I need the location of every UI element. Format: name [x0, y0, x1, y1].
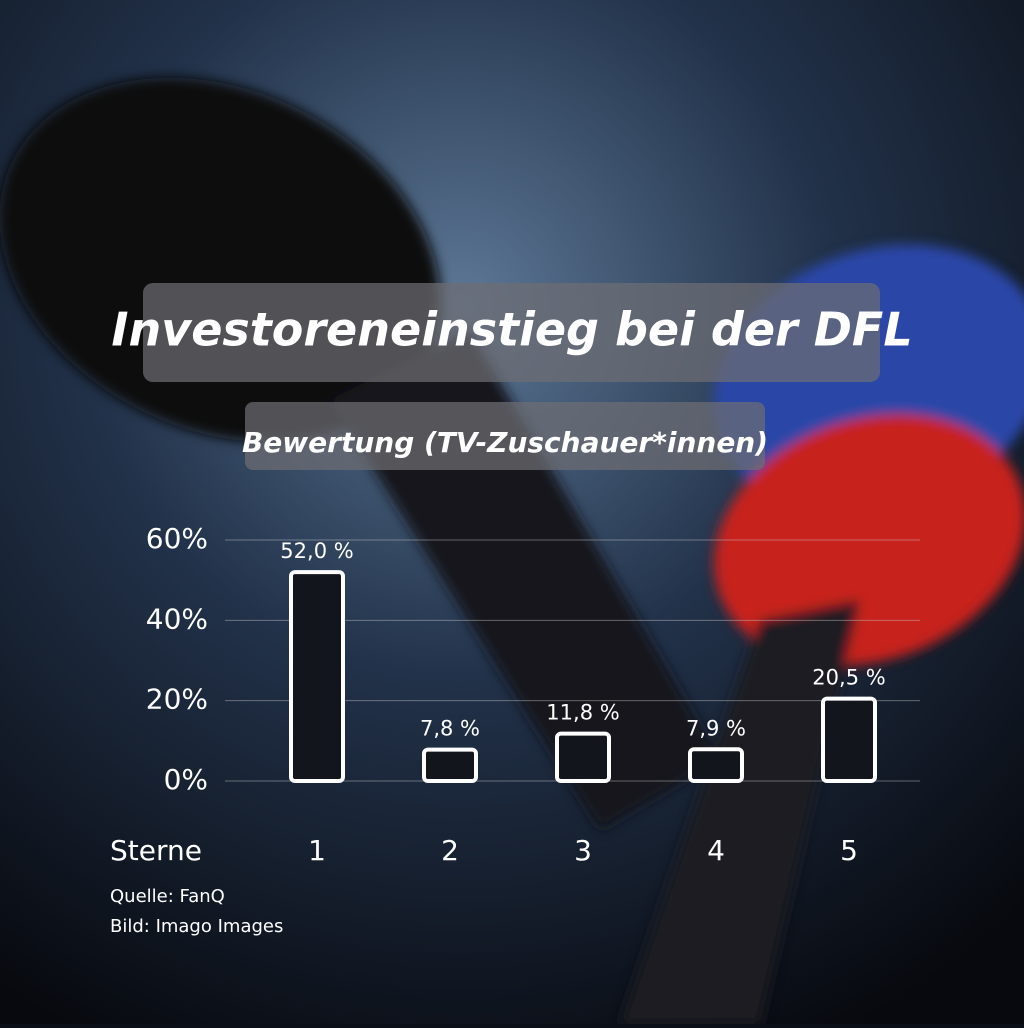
image-credit: Bild: Imago Images	[110, 916, 283, 937]
x-tick-label: 5	[840, 834, 858, 867]
title-box	[143, 283, 880, 382]
y-tick-label: 40%	[146, 602, 208, 635]
value-label: 7,8 %	[420, 717, 480, 741]
bar	[422, 747, 478, 783]
x-tick-label: 3	[574, 834, 592, 867]
source: Quelle: FanQ	[110, 886, 225, 907]
value-label: 11,8 %	[546, 701, 619, 725]
value-label: 52,0 %	[280, 539, 353, 563]
value-label: 7,9 %	[686, 716, 746, 740]
value-label: 20,5 %	[812, 666, 885, 690]
bar	[555, 731, 611, 783]
bar	[688, 747, 744, 783]
bar	[821, 696, 877, 783]
chart-subtitle: Bewertung (TV-Zuschauer*innen)	[242, 426, 768, 459]
x-tick-label: 1	[308, 834, 326, 867]
x-tick-label: 2	[441, 834, 459, 867]
y-tick-label: 20%	[146, 683, 208, 716]
bar	[289, 570, 345, 784]
x-tick-label: 4	[707, 834, 725, 867]
y-tick-label: 60%	[146, 522, 208, 555]
y-tick-label: 0%	[164, 763, 208, 796]
subtitle-box	[245, 402, 765, 470]
chart-title: Investoreneinstieg bei der DFL	[111, 303, 912, 357]
x-axis-label: Sterne	[110, 834, 202, 867]
